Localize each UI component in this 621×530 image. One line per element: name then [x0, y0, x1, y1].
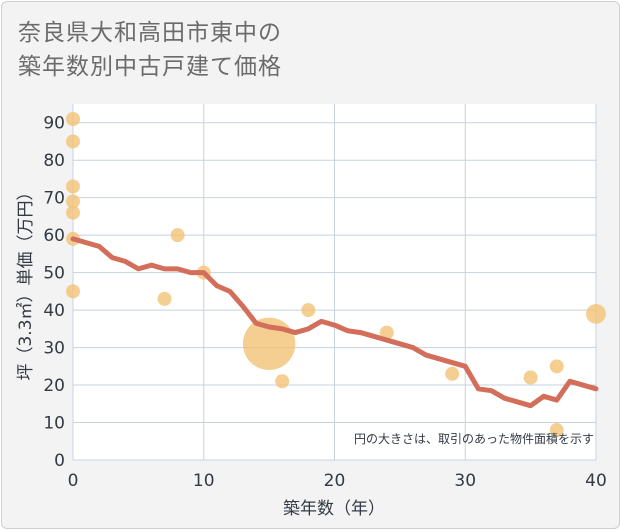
data-bubble [66, 284, 80, 299]
y-tick-label: 80 [43, 151, 65, 171]
trend-line [70, 236, 599, 409]
data-bubble [445, 366, 460, 381]
data-bubble [379, 325, 394, 340]
y-tick-label: 40 [43, 301, 65, 321]
y-tick-label: 30 [43, 339, 65, 359]
data-bubble [523, 370, 538, 385]
data-bubble [586, 303, 606, 324]
grid [72, 104, 597, 461]
y-tick-label: 90 [43, 114, 65, 134]
data-bubble [66, 134, 80, 149]
data-bubble [66, 179, 80, 194]
size-note: 円の大きさは、取引のあった物件面積を示す [354, 431, 594, 446]
x-tick-label: 40 [585, 471, 607, 491]
y-tick-label: 0 [54, 451, 65, 471]
chart-title: 奈良県大和高田市東中の 築年数別中古戸建て価格 [18, 16, 282, 84]
data-bubble [549, 423, 564, 438]
data-bubble [275, 374, 290, 389]
x-tick-label: 30 [454, 471, 476, 491]
data-bubble [66, 111, 80, 126]
x-axis-label: 築年数（年） [283, 499, 385, 519]
x-tick-label: 0 [68, 471, 79, 491]
data-bubble [301, 303, 316, 318]
y-tick-label: 60 [43, 226, 65, 246]
y-tick-label: 50 [43, 264, 65, 284]
data-bubble [157, 291, 172, 306]
y-tick-label: 70 [43, 189, 65, 209]
y-tick-label: 10 [43, 414, 65, 434]
y-axis-label: 坪（3.3㎡）単価（万円） [16, 183, 36, 380]
x-tick-label: 20 [324, 471, 346, 491]
title-line-1: 奈良県大和高田市東中の [18, 20, 282, 46]
data-bubble [66, 205, 80, 220]
x-tick-label: 10 [193, 471, 215, 491]
tick-labels: 0 10 20 30 40 50 60 70 80 90 0 10 20 30 40 [43, 114, 606, 491]
data-bubble [66, 194, 80, 209]
data-bubble [170, 228, 185, 243]
data-bubble [549, 359, 564, 374]
title-line-2: 築年数別中古戸建て価格 [18, 54, 282, 80]
y-tick-label: 20 [43, 376, 65, 396]
